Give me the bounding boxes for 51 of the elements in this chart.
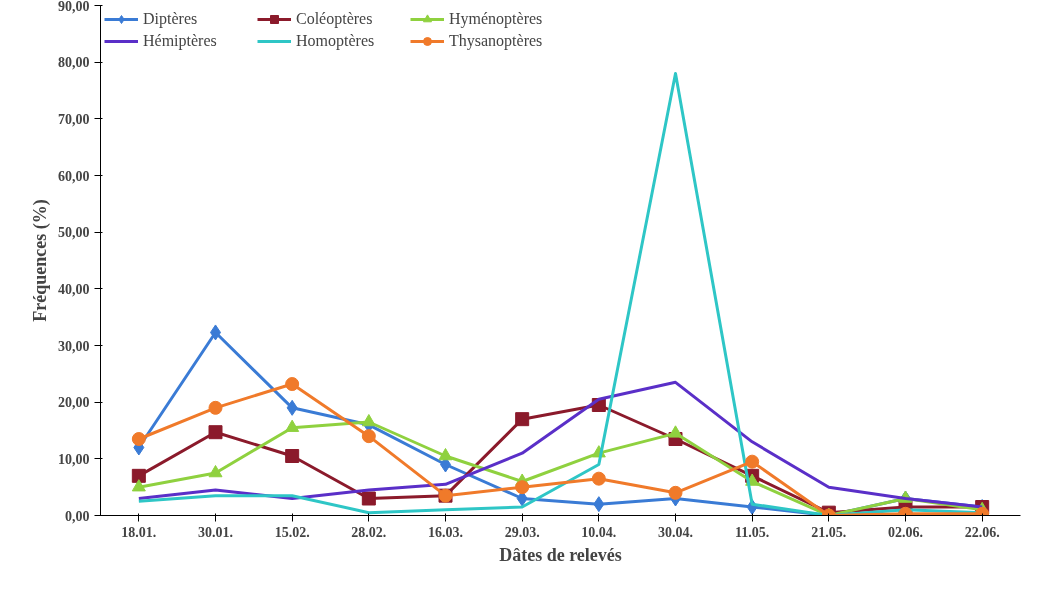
x-tick-label: 02.06. [888, 524, 923, 540]
x-tick-label: 16.03. [428, 524, 463, 540]
point [285, 449, 300, 463]
y-tick-label: 20,00 [58, 395, 90, 411]
legend-label: Coléoptères [296, 10, 374, 28]
legend-label: Hyménoptères [449, 10, 544, 28]
point [361, 491, 376, 506]
point [286, 399, 298, 416]
x-tick-label: 18.01. [121, 524, 157, 540]
y-tick-label: 80,00 [58, 55, 90, 71]
point [131, 468, 146, 483]
y-tick-label: 50,00 [58, 225, 90, 241]
x-tick-label: 29.03. [504, 524, 540, 540]
point [593, 496, 605, 513]
legend-label: Hémiptères [143, 32, 218, 50]
point [361, 429, 376, 444]
x-tick-label: 30.01. [198, 524, 233, 540]
point [285, 377, 300, 392]
legend-label: Homoptères [296, 32, 376, 50]
x-tick-label: 22.06. [964, 524, 1000, 540]
point [438, 447, 453, 461]
legend-label: Diptères [143, 10, 199, 28]
y-tick-label: 40,00 [58, 281, 90, 297]
y-tick-label: 60,00 [58, 168, 90, 184]
y-tick-label: 0,00 [65, 508, 90, 524]
y-tick-label: 10,00 [58, 451, 90, 467]
y-tick-label: 70,00 [58, 111, 90, 127]
point [361, 413, 376, 427]
point [131, 479, 146, 492]
x-tick-label: 30.04. [658, 524, 693, 540]
x-tick-label: 10.04. [581, 524, 617, 540]
point [285, 419, 300, 432]
x-tick-label: 11.05. [735, 524, 770, 540]
point [668, 425, 683, 438]
x-tick-label: 15.02. [274, 524, 310, 540]
point [745, 454, 760, 469]
x-axis-title: Dâtes de relevés [499, 544, 622, 565]
legend-label: Thysanoptères [449, 32, 544, 50]
point [515, 412, 530, 427]
point [208, 464, 223, 478]
point [208, 400, 223, 415]
point [515, 480, 530, 495]
point [131, 432, 146, 446]
point [668, 485, 683, 500]
y-tick-label: 90,00 [58, 0, 90, 14]
point [591, 471, 606, 486]
x-tick-label: 28.02. [351, 524, 387, 540]
x-tick-label: 21.05. [811, 524, 847, 540]
y-axis-title: Fréquences (%) [30, 199, 51, 322]
point [208, 425, 223, 440]
y-tick-label: 30,00 [58, 338, 90, 354]
